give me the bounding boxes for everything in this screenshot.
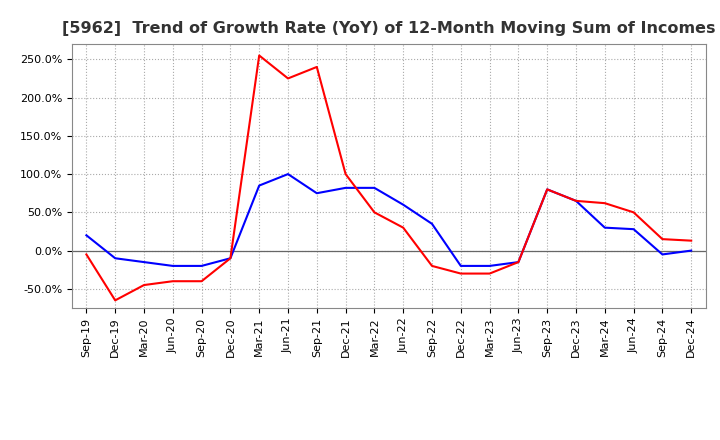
Ordinary Income Growth Rate <box>111 256 120 261</box>
Ordinary Income Growth Rate <box>370 185 379 191</box>
Ordinary Income Growth Rate <box>572 198 580 204</box>
Net Income Growth Rate <box>284 76 292 81</box>
Ordinary Income Growth Rate <box>197 263 206 268</box>
Ordinary Income Growth Rate <box>312 191 321 196</box>
Ordinary Income Growth Rate <box>168 263 177 268</box>
Net Income Growth Rate <box>572 198 580 204</box>
Title: [5962]  Trend of Growth Rate (YoY) of 12-Month Moving Sum of Incomes: [5962] Trend of Growth Rate (YoY) of 12-… <box>62 21 716 36</box>
Net Income Growth Rate <box>428 263 436 268</box>
Ordinary Income Growth Rate <box>600 225 609 230</box>
Net Income Growth Rate <box>399 225 408 230</box>
Line: Ordinary Income Growth Rate: Ordinary Income Growth Rate <box>86 174 691 266</box>
Net Income Growth Rate <box>600 201 609 206</box>
Net Income Growth Rate <box>111 298 120 303</box>
Ordinary Income Growth Rate <box>485 263 494 268</box>
Ordinary Income Growth Rate <box>341 185 350 191</box>
Net Income Growth Rate <box>456 271 465 276</box>
Net Income Growth Rate <box>370 210 379 215</box>
Ordinary Income Growth Rate <box>456 263 465 268</box>
Ordinary Income Growth Rate <box>140 260 148 265</box>
Net Income Growth Rate <box>140 282 148 288</box>
Net Income Growth Rate <box>514 260 523 265</box>
Net Income Growth Rate <box>197 279 206 284</box>
Net Income Growth Rate <box>341 172 350 177</box>
Ordinary Income Growth Rate <box>629 227 638 232</box>
Ordinary Income Growth Rate <box>284 172 292 177</box>
Ordinary Income Growth Rate <box>687 248 696 253</box>
Net Income Growth Rate <box>629 210 638 215</box>
Ordinary Income Growth Rate <box>399 202 408 207</box>
Net Income Growth Rate <box>658 236 667 242</box>
Net Income Growth Rate <box>226 256 235 261</box>
Ordinary Income Growth Rate <box>226 256 235 261</box>
Net Income Growth Rate <box>485 271 494 276</box>
Net Income Growth Rate <box>255 53 264 58</box>
Line: Net Income Growth Rate: Net Income Growth Rate <box>86 55 691 301</box>
Ordinary Income Growth Rate <box>514 260 523 265</box>
Ordinary Income Growth Rate <box>428 221 436 227</box>
Ordinary Income Growth Rate <box>658 252 667 257</box>
Net Income Growth Rate <box>312 64 321 70</box>
Net Income Growth Rate <box>82 252 91 257</box>
Net Income Growth Rate <box>168 279 177 284</box>
Net Income Growth Rate <box>687 238 696 243</box>
Net Income Growth Rate <box>543 187 552 192</box>
Ordinary Income Growth Rate <box>82 233 91 238</box>
Ordinary Income Growth Rate <box>543 187 552 192</box>
Ordinary Income Growth Rate <box>255 183 264 188</box>
